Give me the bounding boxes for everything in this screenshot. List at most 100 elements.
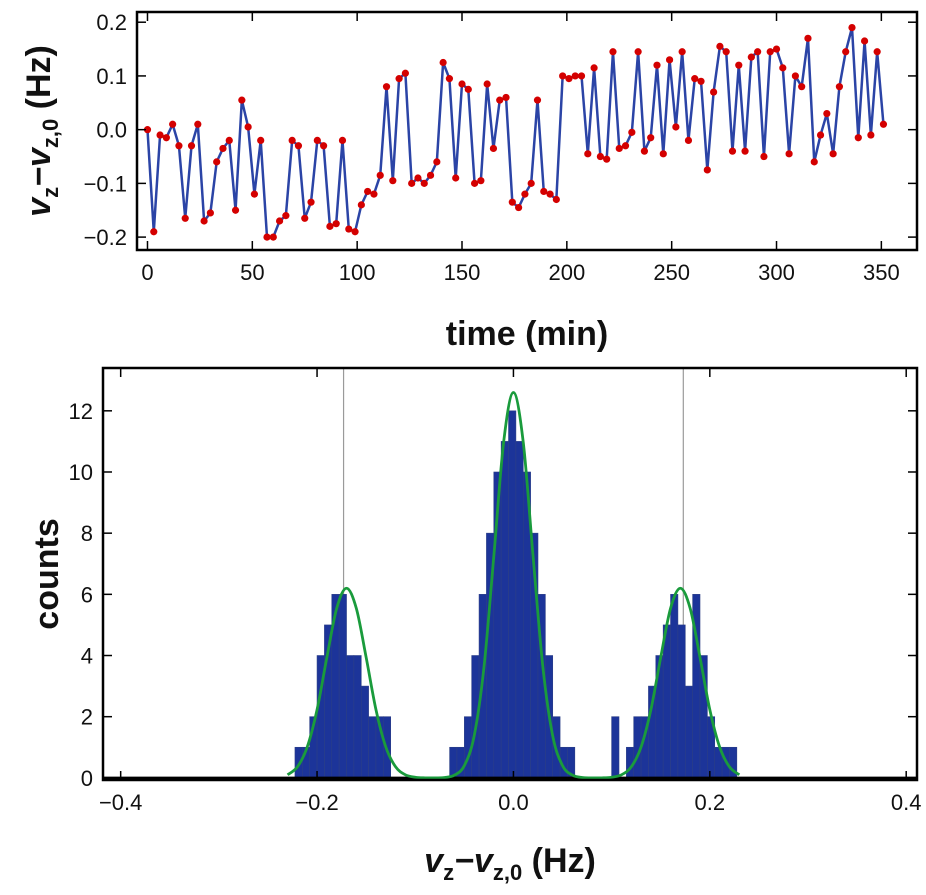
data-point <box>552 195 560 204</box>
histogram-bar <box>500 441 509 779</box>
data-point <box>426 171 435 179</box>
data-point <box>710 88 718 96</box>
data-point <box>647 134 655 142</box>
data-point <box>238 96 246 104</box>
data-point <box>382 83 391 91</box>
data-point <box>791 72 799 80</box>
data-point <box>741 147 749 155</box>
subscript: z,0 <box>493 860 522 885</box>
data-point <box>571 72 579 80</box>
data-point <box>735 61 743 69</box>
data-point <box>703 166 711 174</box>
data-point <box>665 56 674 64</box>
data-point <box>559 72 567 80</box>
label-part: −v <box>20 146 58 187</box>
data-point <box>194 120 202 128</box>
x-tick-label: 200 <box>548 260 585 285</box>
data-point <box>395 75 403 83</box>
data-point <box>785 150 793 158</box>
data-point <box>313 136 321 145</box>
data-point <box>722 48 730 56</box>
data-point <box>565 75 573 83</box>
y-tick-label: 8 <box>81 521 93 546</box>
label-part: v <box>424 842 445 880</box>
plot-frame <box>101 366 919 782</box>
data-point <box>294 142 303 150</box>
x-tick-label: 300 <box>758 260 795 285</box>
data-point <box>760 152 768 161</box>
x-tick-label: 100 <box>339 260 376 285</box>
y-tick-label: −0.2 <box>84 225 127 250</box>
y-tick-label: 0.1 <box>96 64 127 89</box>
histogram-bar <box>662 624 671 779</box>
data-point <box>684 136 693 145</box>
data-point <box>376 171 384 179</box>
data-point <box>370 190 378 198</box>
data-point <box>798 83 806 91</box>
data-point <box>464 85 472 93</box>
data-point <box>527 179 535 187</box>
x-tick-label: −0.4 <box>99 790 142 815</box>
data-point <box>521 190 529 198</box>
data-point <box>181 214 189 222</box>
histogram-bar <box>338 594 347 779</box>
label-part: v <box>20 196 58 217</box>
data-point <box>867 131 875 139</box>
histogram-bar <box>368 716 377 779</box>
data-point <box>269 233 277 241</box>
y-tick-label: 4 <box>81 644 93 669</box>
data-point <box>250 190 259 198</box>
data-point <box>420 179 428 187</box>
label-part: (Hz) <box>20 45 58 119</box>
data-point <box>508 198 516 206</box>
data-point <box>634 48 642 56</box>
data-point <box>408 179 416 187</box>
data-point <box>301 214 309 222</box>
data-point <box>879 120 888 128</box>
data-point <box>364 187 372 196</box>
data-point <box>609 48 617 56</box>
data-point <box>678 48 686 56</box>
data-point <box>621 142 630 150</box>
y-tick-label: 6 <box>81 582 93 607</box>
plot-frame <box>135 10 919 252</box>
data-point <box>829 150 837 158</box>
histogram-bar <box>508 410 517 779</box>
histogram-bar <box>677 624 686 779</box>
data-point <box>816 131 825 139</box>
data-point <box>338 136 347 145</box>
data-point <box>169 120 177 128</box>
data-point <box>766 48 774 56</box>
data-point <box>546 190 554 198</box>
subscript: z <box>443 860 454 885</box>
y-axis-title: counts <box>28 518 66 629</box>
fit-curve <box>286 391 741 780</box>
data-point <box>244 123 252 131</box>
data-point <box>445 75 454 83</box>
histogram-bar <box>360 685 369 779</box>
x-tick-label: 350 <box>863 260 900 285</box>
data-point <box>659 150 667 158</box>
data-point <box>772 45 781 53</box>
data-point <box>477 177 485 185</box>
data-point <box>496 96 504 104</box>
data-point <box>754 48 762 56</box>
subscript: z <box>38 187 63 198</box>
axis-title: vz−vz,0 (Hz) <box>20 45 63 217</box>
y-tick-label: 0.0 <box>96 118 127 143</box>
data-point <box>533 96 542 104</box>
data-point <box>810 158 818 166</box>
y-tick-label: 10 <box>69 460 93 485</box>
data-point <box>351 228 359 236</box>
y-tick-label: −0.1 <box>84 171 127 196</box>
data-point <box>804 34 812 42</box>
data-point <box>433 158 441 166</box>
data-point <box>206 209 214 217</box>
data-point <box>414 174 422 182</box>
data-point <box>345 225 353 233</box>
data-point <box>150 228 158 236</box>
data-point <box>439 58 447 67</box>
data-point <box>219 144 227 153</box>
data-point <box>584 150 592 158</box>
